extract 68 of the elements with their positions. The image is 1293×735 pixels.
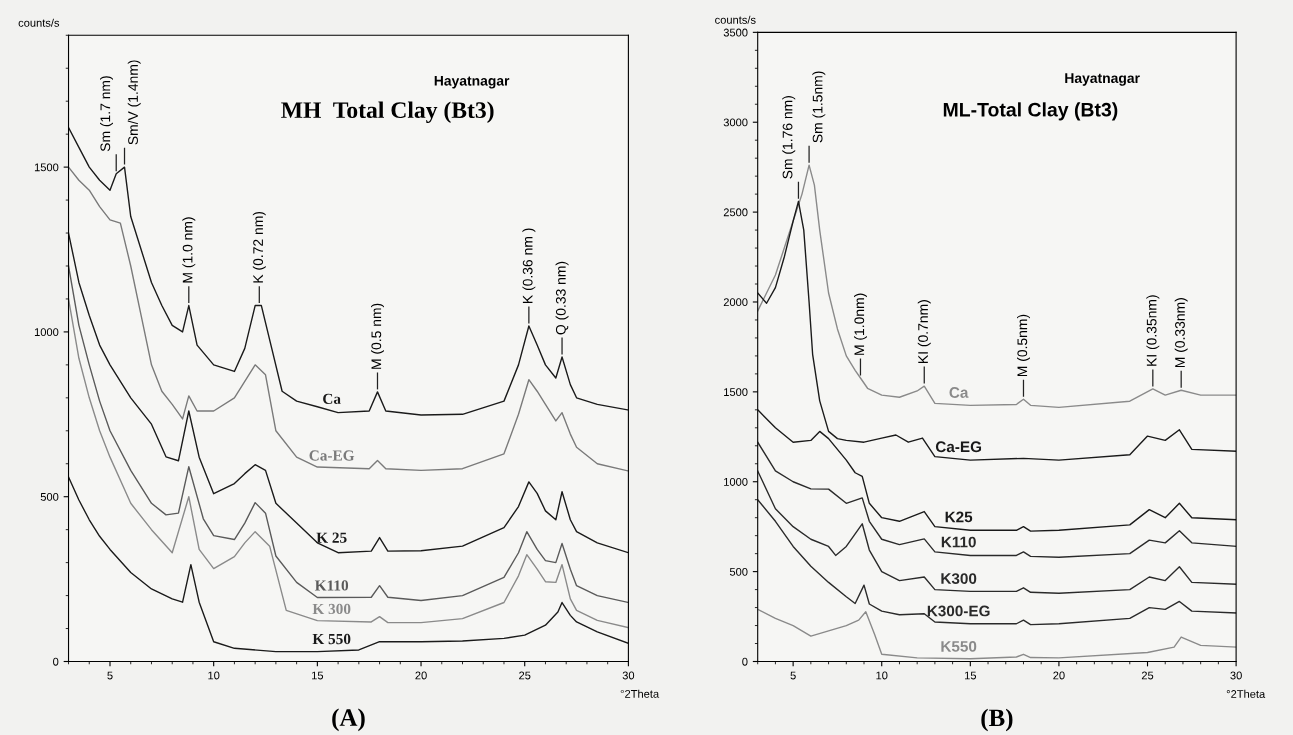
x-tick-label: 25: [519, 671, 531, 680]
text: ML-Total Clay (Bt3): [943, 102, 1118, 121]
x-tick-label: 15: [964, 671, 977, 680]
annotation: Sm (1.5nm): [812, 71, 826, 143]
y-tick-label: 1500: [34, 163, 59, 172]
annotation: M (0.33nm): [1174, 298, 1188, 368]
x-axis-title: °2Theta: [1226, 689, 1266, 698]
y-tick-label: 1000: [34, 328, 59, 337]
series-label: K550: [941, 640, 977, 652]
series-label: K 300: [312, 603, 351, 615]
annotation: M (1.0nm): [853, 293, 867, 355]
annotation: K (0.72 nm): [252, 211, 266, 283]
x-tick-label: 20: [1053, 671, 1065, 680]
y-axis-title: counts/s: [715, 15, 756, 24]
text: Hayatnagar: [434, 76, 510, 89]
annotation: Sm (1.7 nm): [100, 76, 113, 152]
y-tick-label: 0: [53, 657, 59, 666]
line-series: [757, 470, 1237, 594]
annotation: Sm (1.76 nm): [782, 96, 796, 179]
x-tick-label: 25: [1141, 671, 1154, 680]
x-tick-label: 30: [622, 671, 635, 680]
series-label: K25: [945, 511, 973, 523]
line-series: [757, 441, 1237, 558]
x-tick-label: 30: [1230, 671, 1242, 680]
line-series: [68, 166, 629, 472]
y-tick-label: 0: [742, 657, 748, 666]
annotation: M (0.5nm): [1017, 314, 1030, 377]
annotation: K (0.36 nm ): [522, 228, 536, 303]
text: Hayatnagar: [1065, 73, 1140, 86]
series-label: K300-EG: [927, 605, 990, 617]
text: (B): [981, 708, 1013, 732]
text: (A): [332, 708, 365, 732]
y-tick-label: 3500: [723, 28, 748, 37]
x-tick-label: 15: [312, 671, 324, 680]
line-series: [757, 409, 1237, 532]
y-tick-label: 2000: [723, 298, 748, 307]
x-tick-label: 5: [107, 671, 113, 680]
y-tick-label: 3000: [723, 118, 748, 127]
series-label: K110: [941, 536, 976, 548]
annotation: M (1.0 nm): [182, 217, 196, 283]
annotation: Q (0.33 nm): [555, 261, 569, 335]
annotation: KI (0.35nm): [1146, 295, 1160, 366]
series-label: K 25: [316, 532, 347, 543]
annotation: KI (0.7nm): [917, 300, 931, 363]
series-label: Ca: [949, 387, 969, 398]
line-series: [757, 499, 1237, 626]
text: MH Total Clay (Bt3): [281, 101, 494, 123]
x-tick-label: 20: [415, 671, 427, 680]
line-series: [68, 476, 629, 653]
y-tick-label: 1000: [724, 478, 748, 486]
y-tick-label: 500: [729, 567, 748, 576]
x-tick-label: 10: [208, 671, 220, 680]
series-label: K300: [941, 573, 977, 585]
line-series: [757, 200, 1237, 461]
series-label: K110: [314, 580, 349, 591]
x-tick-label: 5: [790, 671, 796, 680]
series-label: Ca-EG: [935, 441, 982, 453]
series-label: Ca-EG: [309, 450, 355, 461]
y-tick-label: 1500: [724, 388, 748, 396]
y-tick-label: 2500: [723, 208, 748, 217]
series-label: Ca: [323, 393, 341, 404]
annotation: M (0.5 nm): [371, 303, 384, 369]
series-label: K 550: [312, 633, 351, 645]
x-tick-label: 10: [876, 671, 888, 680]
x-axis-title: °2Theta: [620, 689, 660, 698]
annotation: Sm/V (1.4nm): [127, 60, 141, 145]
y-axis-title: counts/s: [18, 18, 60, 27]
y-tick-label: 500: [40, 492, 59, 501]
